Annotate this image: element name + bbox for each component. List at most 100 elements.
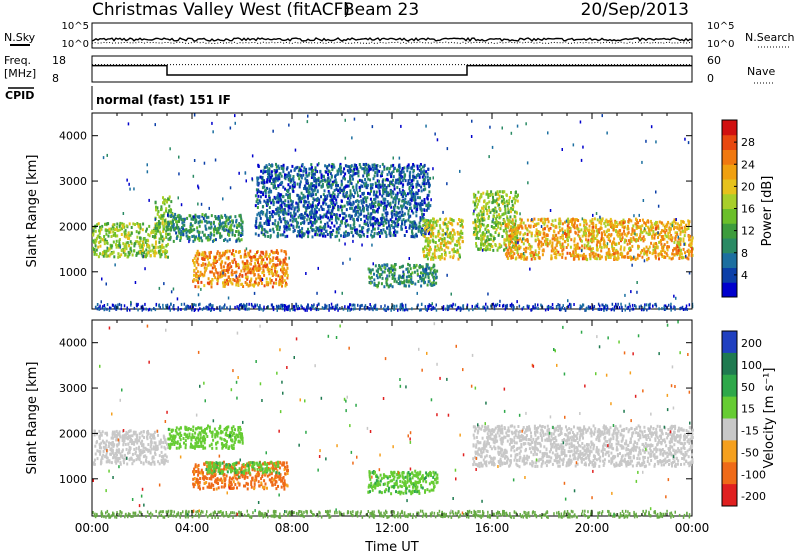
scatter-cell [116, 222, 119, 226]
scatter-cell [524, 257, 527, 261]
scatter-cell [403, 190, 406, 194]
scatter-cell [524, 224, 527, 228]
scatter-cell [415, 232, 418, 236]
scatter-cell [594, 257, 597, 260]
scatter-cell [356, 205, 359, 209]
scatter-cell [329, 194, 332, 198]
scatter-cell [575, 218, 578, 221]
scatter-cell [238, 239, 241, 243]
scatter-cell [558, 253, 561, 257]
scatter-cell [392, 192, 395, 196]
scatter-cell [687, 227, 690, 230]
scatter-cell [415, 176, 418, 180]
scatter-cell [346, 201, 349, 204]
scatter-cell [221, 254, 224, 258]
scatter-cell [612, 240, 614, 244]
scatter-cell [456, 230, 459, 234]
scatter-cell [120, 248, 123, 252]
scatter-cell [476, 232, 478, 236]
scatter-cell [116, 234, 119, 238]
scatter-cell [202, 256, 205, 260]
scatter-cell [427, 272, 430, 276]
scatter-cell [666, 240, 669, 244]
scatter-cell [400, 204, 402, 208]
scatter-cell [524, 226, 527, 230]
scatter-cell [278, 258, 281, 262]
scatter-cell [408, 177, 411, 181]
scatter-cell [279, 181, 282, 185]
scatter-cell [603, 230, 606, 234]
scatter-cell [283, 175, 286, 179]
scatter-cell [602, 242, 605, 246]
scatter-cell [118, 242, 121, 246]
scatter-cell [122, 248, 125, 251]
scatter-cell [592, 239, 595, 243]
scatter-cell [393, 205, 396, 209]
scatter-cell [433, 270, 436, 274]
scatter-cell [287, 188, 290, 192]
scatter-cell [561, 242, 564, 246]
scatter-cell [402, 218, 405, 222]
scatter-cell [264, 195, 267, 198]
scatter-cell [339, 189, 342, 193]
scatter-cell [384, 211, 387, 215]
scatter-cell [368, 203, 371, 207]
scatter-cell [139, 223, 142, 227]
scatter-cell [136, 252, 139, 256]
scatter-cell [262, 258, 265, 262]
scatter-cell [286, 266, 289, 270]
scatter-cell [428, 266, 431, 270]
scatter-cell [530, 257, 533, 261]
scatter-cell [419, 203, 421, 207]
scatter-cell [282, 263, 285, 267]
scatter-cell [331, 215, 333, 219]
frequency-trace [92, 64, 692, 76]
scatter-cell [674, 236, 677, 240]
scatter-cell [572, 217, 574, 221]
scatter-cell [300, 174, 303, 178]
scatter-cell [283, 216, 286, 220]
scatter-cell [569, 220, 572, 223]
scatter-cell [162, 230, 165, 233]
scatter-cell [333, 224, 336, 228]
scatter-cell [515, 256, 518, 260]
scatter-cell [206, 281, 209, 285]
scatter-cell [417, 202, 420, 206]
scatter-cell [239, 254, 242, 258]
scatter-cell [279, 172, 282, 176]
scatter-cell [196, 274, 198, 278]
scatter-cell [473, 203, 476, 207]
scatter-cell [668, 245, 670, 249]
scatter-cell [419, 163, 422, 166]
scatter-cell [504, 238, 507, 242]
scatter-cell [540, 240, 543, 244]
scatter-cell [252, 271, 255, 275]
scatter-cell [299, 168, 302, 172]
scatter-cell [165, 232, 167, 236]
scatter-cell [513, 235, 516, 239]
scatter-cell [265, 222, 268, 226]
scatter-cell [652, 226, 655, 230]
scatter-cell [304, 177, 307, 181]
scatter-cell [366, 174, 368, 178]
scatter-cell [164, 252, 167, 256]
scatter-cell [682, 239, 685, 243]
scatter-cell [456, 250, 458, 254]
scatter-cell [236, 223, 239, 227]
scatter-cell [272, 281, 275, 285]
scatter-cell [353, 226, 356, 229]
scatter-cell [383, 219, 386, 223]
scatter-cell [286, 234, 289, 238]
scatter-cell [501, 190, 504, 194]
scatter-cell [357, 203, 360, 207]
scatter-cell [261, 256, 263, 260]
scatter-cell [367, 212, 370, 216]
scatter-cell [192, 239, 195, 243]
scatter-cell [507, 207, 510, 211]
scatter-cell [312, 221, 314, 224]
scatter-cell [549, 241, 552, 245]
scatter-cell [208, 253, 211, 257]
scatter-cell [595, 234, 598, 238]
scatter-cell [282, 212, 285, 216]
scatter-cell [176, 226, 179, 230]
